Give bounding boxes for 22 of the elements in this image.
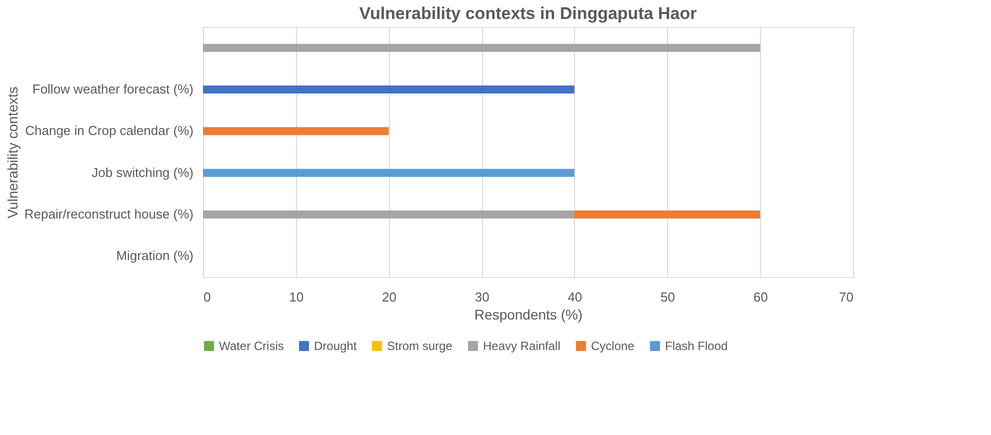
x-tick-label: 70	[839, 290, 854, 304]
legend-label: Heavy Rainfall	[483, 339, 560, 353]
x-tick-label: 60	[753, 290, 768, 304]
chart-title: Vulnerability contexts in Dinggaputa Haor	[359, 4, 698, 23]
x-tick-label: 10	[289, 290, 304, 304]
x-tick-label: 40	[568, 290, 582, 304]
x-tick-label: 0	[204, 290, 211, 304]
legend-label: Cyclone	[591, 339, 635, 353]
x-axis-title: Respondents (%)	[474, 306, 583, 322]
x-tick-label: 20	[382, 290, 396, 304]
y-tick-label: Repair/reconstruct house (%)	[24, 206, 194, 222]
x-tick-label: 30	[474, 290, 490, 304]
x-tick-label: 50	[660, 290, 676, 304]
y-axis-title: Vulnerability contexts	[4, 86, 20, 218]
legend-label: Water Crisis	[219, 339, 284, 353]
y-tick-label: Change in Crop calendar (%)	[25, 123, 194, 138]
legend-label: Flash Flood	[665, 339, 728, 353]
y-tick-label: Job switching (%)	[92, 164, 194, 180]
legend-label: Drought	[314, 339, 358, 353]
y-tick-label: Follow weather forecast (%)	[32, 82, 194, 96]
y-tick-label: Migration (%)	[116, 248, 194, 264]
legend-label: Strom surge	[387, 339, 453, 353]
